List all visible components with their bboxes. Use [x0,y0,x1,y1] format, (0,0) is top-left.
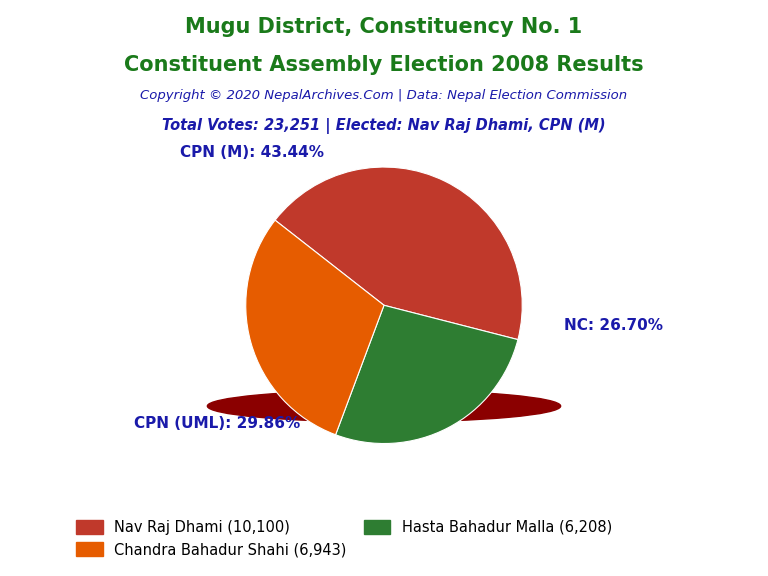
Text: Total Votes: 23,251 | Elected: Nav Raj Dhami, CPN (M): Total Votes: 23,251 | Elected: Nav Raj D… [162,118,606,134]
Text: Constituent Assembly Election 2008 Results: Constituent Assembly Election 2008 Resul… [124,55,644,75]
Ellipse shape [207,391,561,422]
Legend: Nav Raj Dhami (10,100), Chandra Bahadur Shahi (6,943), Hasta Bahadur Malla (6,20: Nav Raj Dhami (10,100), Chandra Bahadur … [76,520,612,557]
Wedge shape [275,167,522,340]
Wedge shape [336,305,518,444]
Text: NC: 26.70%: NC: 26.70% [564,318,664,333]
Text: Mugu District, Constituency No. 1: Mugu District, Constituency No. 1 [185,17,583,37]
Text: CPN (M): 43.44%: CPN (M): 43.44% [180,145,324,160]
Wedge shape [246,220,384,435]
Text: Copyright © 2020 NepalArchives.Com | Data: Nepal Election Commission: Copyright © 2020 NepalArchives.Com | Dat… [141,89,627,103]
Text: CPN (UML): 29.86%: CPN (UML): 29.86% [134,416,300,431]
